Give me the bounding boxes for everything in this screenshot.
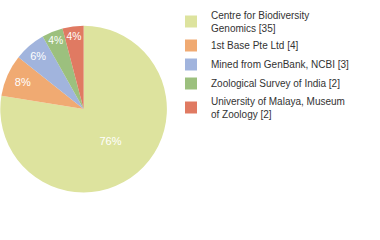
svg-text:Zoological Survey of India [2]: Zoological Survey of India [2] [211, 78, 340, 89]
svg-text:Mined from GenBank, NCBI [3]: Mined from GenBank, NCBI [3] [211, 59, 349, 70]
svg-text:Centre for BiodiversityGenomic: Centre for BiodiversityGenomics [35] [211, 10, 309, 34]
svg-text:4%: 4% [67, 31, 82, 42]
svg-text:6%: 6% [30, 50, 46, 62]
svg-text:76%: 76% [99, 135, 121, 147]
svg-text:1st Base Pte Ltd [4]: 1st Base Pte Ltd [4] [211, 40, 298, 51]
svg-text:4%: 4% [48, 35, 63, 46]
svg-text:8%: 8% [15, 76, 31, 88]
svg-text:University of Malaya, Museumof: University of Malaya, Museumof Zoology [… [211, 96, 345, 120]
